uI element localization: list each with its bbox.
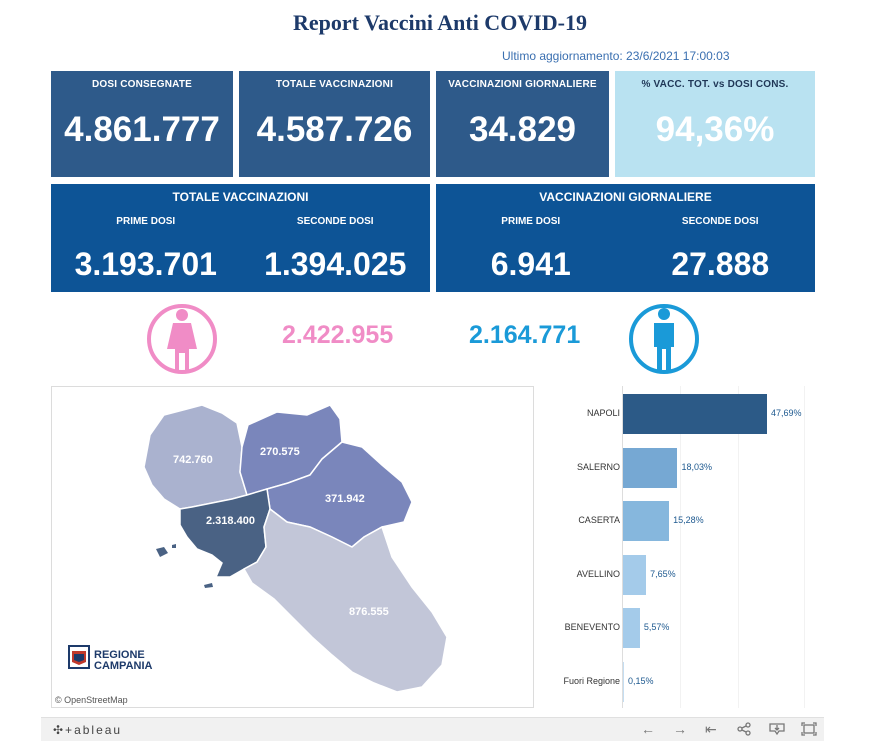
kpi-label: TOTALE VACCINAZIONI <box>275 79 394 90</box>
kpi-value: 4.587.726 <box>256 110 413 149</box>
prime-dosi-value: 6.941 <box>490 246 571 282</box>
map-label-napoli: 2.318.400 <box>206 515 255 527</box>
prime-dosi-value: 3.193.701 <box>74 246 217 282</box>
seconde-dosi-value: 27.888 <box>671 246 770 282</box>
island-ischia <box>156 547 168 557</box>
female-icon <box>145 301 219 382</box>
seconde-dosi-label: SECONDE DOSI <box>681 216 759 227</box>
island-procida <box>172 544 176 548</box>
bar-category-label: SALERNO <box>576 461 620 472</box>
last-updated: Ultimo aggiornamento: 23/6/2021 17:00:03 <box>502 49 730 63</box>
kpi-totale-vaccinazioni: TOTALE VACCINAZIONI 4.587.726 <box>239 71 430 177</box>
seconde-dosi-label: SECONDE DOSI <box>296 216 374 227</box>
prime-dosi-label: PRIME DOSI <box>116 216 176 227</box>
male-icon <box>627 301 701 382</box>
chart-gridline <box>680 386 681 708</box>
regione-campania-logo <box>68 645 90 674</box>
panel-totale-vaccinazioni: TOTALE VACCINAZIONI PRIME DOSI SECONDE D… <box>51 184 430 292</box>
page-title: Report Vaccini Anti COVID-19 <box>293 10 587 35</box>
bar-category-label: BENEVENTO <box>564 622 620 632</box>
kpi-vaccinazioni-giornaliere: VACCINAZIONI GIORNALIERE 34.829 <box>436 71 609 177</box>
logo-line-2: CAMPANIA <box>94 660 153 672</box>
map-label-benevento: 270.575 <box>260 446 300 458</box>
share-icon[interactable] <box>737 722 751 739</box>
revert-button[interactable]: ⇤ <box>705 721 717 737</box>
seconde-dosi-value: 1.394.025 <box>264 246 407 282</box>
bar[interactable] <box>623 554 647 595</box>
tableau-toolbar: ✣+ableau ← → ⇤ <box>41 717 824 741</box>
bar[interactable] <box>623 394 767 434</box>
kpi-label: DOSI CONSEGNATE <box>91 79 193 90</box>
map-label-salerno: 876.555 <box>349 606 389 618</box>
kpi-dosi-consegnate: DOSI CONSEGNATE 4.861.777 <box>51 71 233 177</box>
kpi-value: 34.829 <box>468 110 577 149</box>
tableau-logo[interactable]: ✣+ableau <box>53 723 123 737</box>
province-salerno <box>242 507 448 693</box>
download-icon[interactable] <box>769 722 785 739</box>
map-label-avellino: 371.942 <box>325 493 365 505</box>
panel-vaccinazioni-giornaliere: VACCINAZIONI GIORNALIERE PRIME DOSI SECO… <box>436 184 815 292</box>
bar-category-label: CASERTA <box>578 515 620 525</box>
male-total: 2.164.771 <box>469 321 581 349</box>
bar-category-label: Fuori Regione <box>563 675 620 686</box>
bar-category-label: NAPOLI <box>586 408 620 418</box>
bar-value-label: 5,57% <box>643 622 670 632</box>
chart-gridline <box>804 386 805 708</box>
fullscreen-icon[interactable] <box>801 722 817 739</box>
bar[interactable] <box>623 661 624 702</box>
panel-title: VACCINAZIONI GIORNALIERE <box>539 190 712 204</box>
bar[interactable] <box>623 501 670 541</box>
chart-gridline <box>738 386 739 708</box>
map-label-caserta: 742.760 <box>173 454 213 466</box>
bar-value-label: 15,28% <box>673 515 704 525</box>
panel-title: TOTALE VACCINAZIONI <box>172 190 309 204</box>
kpi-value: 94,36% <box>655 110 775 149</box>
bar-value-label: 47,69% <box>771 408 802 418</box>
chart-axis <box>622 386 623 708</box>
province-bar-chart: NAPOLI 47,69% SALERNO 18,03% CASERTA 15,28% AV… <box>540 386 820 708</box>
bar-value-label: 7,65% <box>650 568 676 579</box>
regione-campania-text: REGIONE CAMPANIA <box>94 650 152 672</box>
bar[interactable] <box>623 608 640 648</box>
kpi-label: VACCINAZIONI GIORNALIERE <box>448 79 597 90</box>
kpi-percent-vacc: % VACC. TOT. vs DOSI CONS. 94,36% <box>615 71 815 177</box>
kpi-label: % VACC. TOT. vs DOSI CONS. <box>641 79 789 90</box>
bar-value-label: 18,03% <box>681 461 712 472</box>
campania-map[interactable]: 742.760 270.575 371.942 2.318.400 876.55… <box>51 386 534 708</box>
bar[interactable] <box>623 447 678 488</box>
map-attribution[interactable]: © OpenStreetMap <box>55 695 128 705</box>
logo-line-1: REGIONE <box>94 649 145 661</box>
bar-value-label: 0,15% <box>628 675 654 686</box>
redo-button[interactable]: → <box>673 721 687 737</box>
prime-dosi-label: PRIME DOSI <box>501 216 561 227</box>
kpi-value: 4.861.777 <box>64 110 220 149</box>
island-capri <box>204 583 213 588</box>
bar-category-label: AVELLINO <box>576 568 620 579</box>
undo-button[interactable]: ← <box>641 721 655 737</box>
female-total: 2.422.955 <box>282 321 394 349</box>
